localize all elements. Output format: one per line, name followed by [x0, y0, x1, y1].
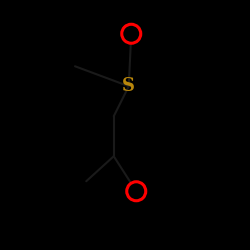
- Circle shape: [127, 182, 146, 201]
- Text: S: S: [122, 77, 135, 95]
- Circle shape: [122, 24, 141, 43]
